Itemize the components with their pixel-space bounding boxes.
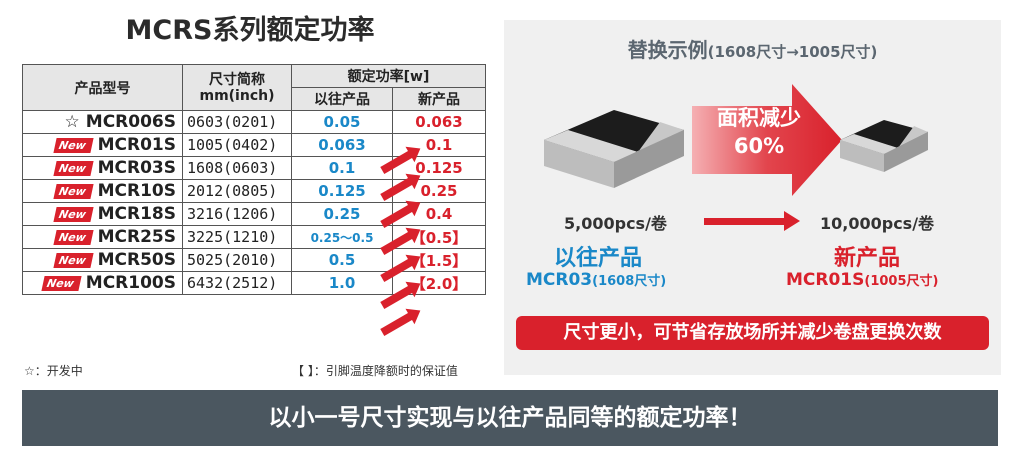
table-row: New MCR18S 3216(1206) 0.25 0.4 <box>22 202 486 226</box>
large-chip-image <box>544 110 684 188</box>
reduction-arrow-icon <box>692 84 842 196</box>
upgrade-arrow-icon <box>380 312 414 336</box>
old-power-cell: 0.05 <box>291 110 393 134</box>
label-old-product: 以往产品 <box>554 246 643 271</box>
size-cell: 6432(2512) <box>182 271 292 295</box>
model-name: MCR01S <box>97 135 176 155</box>
old-power-cell: 0.1 <box>291 156 393 180</box>
size-cell: 3225(1210) <box>182 225 292 249</box>
header-power: 额定功率[w] <box>291 64 486 88</box>
old-power-cell: 0.5 <box>291 248 393 272</box>
model-name: MCR03S <box>97 158 176 178</box>
header-model: 产品型号 <box>22 64 183 111</box>
model-name: MCR10S <box>97 181 176 201</box>
model-cell: New MCR50S <box>22 248 183 272</box>
new-badge: New <box>53 206 94 222</box>
model-cell: New MCR25S <box>22 225 183 249</box>
model-new-note: (1005尺寸) <box>864 274 939 289</box>
old-power-cell: 0.25 <box>291 202 393 226</box>
new-badge: New <box>53 160 94 176</box>
model-cell: New MCR01S <box>22 133 183 157</box>
header-old-product: 以往产品 <box>291 87 393 111</box>
new-badge: New <box>53 137 94 153</box>
model-cell: New MCR100S <box>22 271 183 295</box>
model-name: MCR18S <box>97 204 176 224</box>
new-badge: New <box>53 252 94 268</box>
page-title: MCRS系列额定功率 <box>125 15 375 46</box>
table-row: New MCR50S 5025(2010) 0.5 【1.5】 <box>22 248 486 272</box>
star-icon: ☆ <box>64 112 80 132</box>
new-badge: New <box>53 229 94 245</box>
example-title-text: 替换示例 <box>627 38 708 62</box>
table-row: New MCR25S 3225(1210) 0.25～0.5 【0.5】 <box>22 225 486 249</box>
size-cell: 1005(0402) <box>182 133 292 157</box>
size-cell: 3216(1206) <box>182 202 292 226</box>
summary-bar: 以小一号尺寸实现与以往产品同等的额定功率！ <box>22 390 998 446</box>
model-name: MCR100S <box>85 273 176 293</box>
example-title: 替换示例(1608尺寸→1005尺寸) <box>504 34 1001 63</box>
model-cell: New MCR18S <box>22 202 183 226</box>
new-badge: New <box>53 183 94 199</box>
model-cell: New MCR03S <box>22 156 183 180</box>
label-new-product: 新产品 <box>834 246 901 271</box>
qty-old: 5,000pcs/卷 <box>564 214 667 233</box>
arrow-right-icon <box>704 211 800 231</box>
model-old: MCR03(1608尺寸) <box>526 270 666 290</box>
new-power-cell: 0.063 <box>392 110 486 134</box>
power-table: 产品型号 尺寸简称 mm(inch) 额定功率[w] 以往产品 新产品 ☆ MCR… <box>22 64 486 295</box>
table-row: New MCR01S 1005(0402) 0.063 0.1 <box>22 133 486 157</box>
header-size-unit: mm(inch) <box>199 87 275 104</box>
reduction-text: 面积减少 <box>717 106 801 130</box>
model-old-note: (1608尺寸) <box>592 274 667 289</box>
model-new-name: MCR01S <box>786 270 865 290</box>
header-size-label: 尺寸简称 <box>209 71 265 88</box>
model-name: MCR25S <box>97 227 176 247</box>
qty-new: 10,000pcs/卷 <box>820 214 935 233</box>
size-cell: 0603(0201) <box>182 110 292 134</box>
header-size: 尺寸简称 mm(inch) <box>182 64 292 111</box>
header-new-product: 新产品 <box>392 87 486 111</box>
size-cell: 5025(2010) <box>182 248 292 272</box>
model-name: MCR50S <box>97 250 176 270</box>
old-power-cell: 0.25～0.5 <box>291 225 393 249</box>
area-reduction-label: 面积减少 60% <box>709 104 809 160</box>
model-old-name: MCR03 <box>526 270 593 290</box>
benefit-banner: 尺寸更小，可节省存放场所并减少卷盘更换次数 <box>516 316 989 350</box>
table-row: ☆ MCR006S 0603(0201) 0.05 0.063 <box>22 110 486 134</box>
footnote-developing: ☆：开发中 <box>24 364 83 378</box>
size-cell: 1608(0603) <box>182 156 292 180</box>
reduction-percent: 60% <box>733 134 785 158</box>
model-cell: New MCR10S <box>22 179 183 203</box>
model-name: MCR006S <box>85 112 176 132</box>
size-cell: 2012(0805) <box>182 179 292 203</box>
new-badge: New <box>41 275 82 291</box>
small-chip-image <box>840 120 928 172</box>
old-power-cell: 0.125 <box>291 179 393 203</box>
model-cell: ☆ MCR006S <box>22 110 183 134</box>
footnote-bracket: 【 】：引脚温度降额时的保证值 <box>292 364 458 378</box>
replacement-example-panel: 替换示例(1608尺寸→1005尺寸) 面积减少 60% 5,000pcs/卷 … <box>504 20 1001 375</box>
model-new: MCR01S(1005尺寸) <box>786 270 938 290</box>
old-power-cell: 1.0 <box>291 271 393 295</box>
example-title-note: (1608尺寸→1005尺寸) <box>707 43 878 61</box>
old-power-cell: 0.063 <box>291 133 393 157</box>
